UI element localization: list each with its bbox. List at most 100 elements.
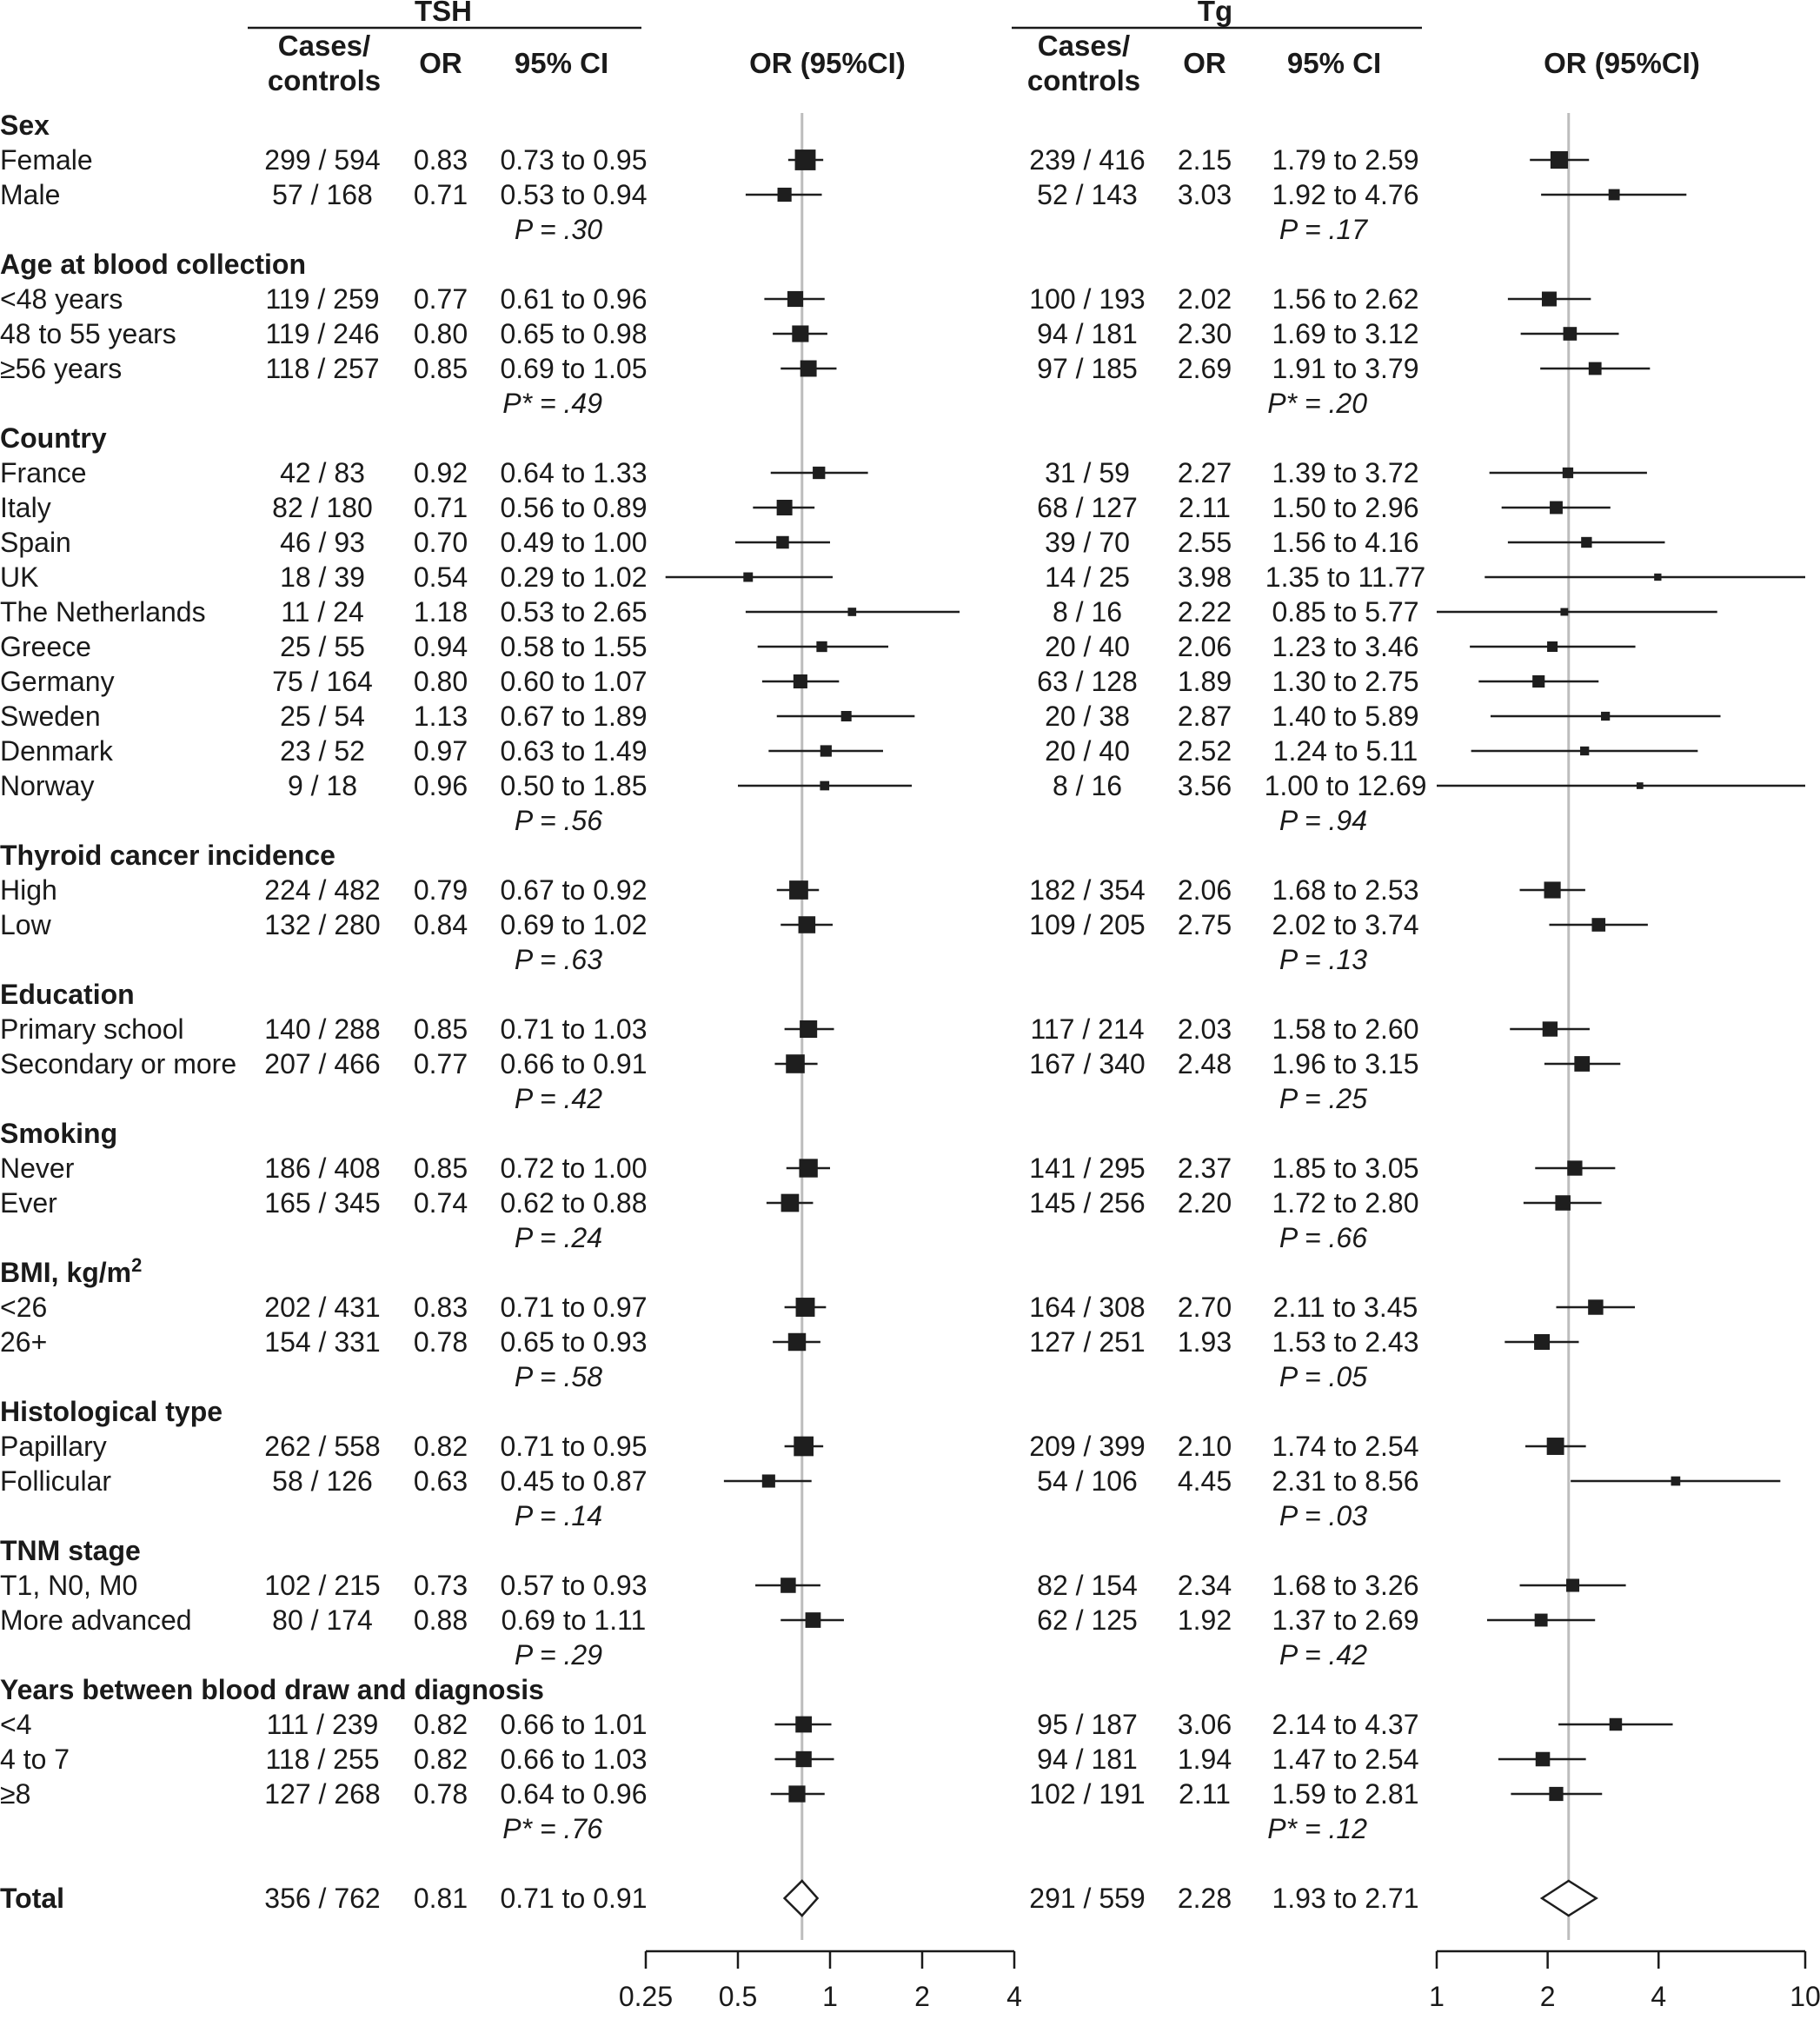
group-2-row-3-tg-cases: 14 / 25 — [1045, 561, 1130, 593]
total-tg-or: 2.28 — [1178, 1883, 1232, 1914]
group-9-row-2-tsh-or-box — [788, 1785, 806, 1803]
group-2-row-1-tsh-or-box — [776, 500, 793, 515]
group-6-row-1-tsh-cases: 154 / 331 — [264, 1326, 380, 1358]
group-9-row-1-tg-ci: 1.47 to 2.54 — [1272, 1744, 1418, 1775]
tg-col-cases-line1: Cases/ — [1038, 30, 1130, 62]
group-2-row-5-tsh-or: 0.94 — [414, 631, 468, 662]
group-6-row-0-tg-or: 2.70 — [1178, 1292, 1232, 1323]
group-8-row-0-tg-ci: 1.68 to 3.26 — [1272, 1570, 1418, 1601]
group-5-row-1-tsh-or: 0.74 — [414, 1187, 468, 1219]
group-9-row-2-tsh-ci: 0.64 to 0.96 — [500, 1778, 647, 1810]
group-2-row-1-tg-or-box — [1550, 501, 1563, 515]
group-3-row-1-label: Low — [0, 909, 52, 940]
group-2-row-1-tsh-or: 0.71 — [414, 492, 468, 523]
group-2-row-5-tsh-ci: 0.58 to 1.55 — [500, 631, 647, 662]
group-2-row-1-tg-or: 2.11 — [1179, 492, 1231, 523]
group-4-row-1-tsh-ci: 0.66 to 0.91 — [500, 1048, 647, 1079]
x-axes: 0.25 0.5 1 2 4 1 2 4 10 — [619, 1950, 1820, 2012]
group-4-row-1-label: Secondary or more — [0, 1048, 236, 1079]
group-3-title: Thyroid cancer incidence — [0, 840, 335, 871]
group-2-row-3-tsh-or-box — [743, 572, 754, 582]
group-9-row-2-tg-or-box — [1549, 1786, 1564, 1802]
group-9-row-0-tsh-ci: 0.66 to 1.01 — [500, 1709, 647, 1740]
group-0-row-1-tg-cases: 52 / 143 — [1037, 179, 1138, 210]
group-2-row-0-tg-ci: 1.39 to 3.72 — [1272, 457, 1418, 488]
group-1-row-0-tg-or: 2.02 — [1178, 283, 1232, 315]
group-1-row-2-tg-cases: 97 / 185 — [1037, 353, 1138, 384]
group-0-row-0-tsh-or-box — [794, 149, 816, 170]
group-8-row-0-tsh-ci: 0.57 to 0.93 — [500, 1570, 647, 1601]
group-8-row-0-tsh-or: 0.73 — [414, 1570, 468, 1601]
group-6-row-1-tsh-or: 0.78 — [414, 1326, 468, 1358]
group-1-row-0-tg-or-box — [1541, 291, 1557, 307]
group-1-row-0-tsh-ci: 0.61 to 0.96 — [500, 283, 647, 315]
group-3-row-0-tsh-or-box — [789, 880, 808, 900]
group-9-row-0-tsh-cases: 111 / 239 — [267, 1709, 379, 1740]
tg-col-cases-line2: controls — [1027, 64, 1140, 96]
group-2-row-8-tg-cases: 20 / 40 — [1045, 735, 1130, 767]
group-0-row-1-tsh-or-box — [777, 187, 792, 203]
group-3-row-0-tg-or: 2.06 — [1178, 874, 1232, 906]
group-8-row-1-tg-cases: 62 / 125 — [1037, 1604, 1138, 1636]
group-2-row-2-tsh-cases: 46 / 93 — [280, 527, 365, 558]
group-4-row-0-tg-cases: 117 / 214 — [1030, 1013, 1144, 1045]
group-3-row-0-tg-cases: 182 / 354 — [1029, 874, 1145, 906]
group-2-row-6-tg-or-box — [1532, 674, 1545, 688]
group-1-row-1-tsh-or: 0.80 — [414, 318, 468, 349]
group-6-row-0-tg-or-box — [1588, 1299, 1604, 1315]
group-7-row-1-tg-or-box — [1671, 1476, 1681, 1486]
group-0-row-1-tsh-ci: 0.53 to 0.94 — [500, 179, 647, 210]
group-1-row-2-tsh-ci: 0.69 to 1.05 — [500, 353, 647, 384]
group-1-row-1-tsh-ci: 0.65 to 0.98 — [500, 318, 647, 349]
group-7-row-0-tg-cases: 209 / 399 — [1029, 1431, 1145, 1462]
group-2-row-1-label: Italy — [0, 492, 51, 523]
group-2-row-6-tg-ci: 1.30 to 2.75 — [1272, 666, 1418, 697]
group-9-row-0-tg-or-box — [1609, 1717, 1623, 1731]
group-0-row-1-tg-or-box — [1608, 189, 1620, 201]
group-2-row-7-tg-cases: 20 / 38 — [1045, 701, 1130, 732]
tg-tick-label-1: 2 — [1540, 1981, 1556, 2012]
group-1-row-0-tsh-or: 0.77 — [414, 283, 468, 315]
group-0-row-0-tg-cases: 239 / 416 — [1029, 144, 1145, 176]
group-6-title-sup: 2 — [131, 1254, 142, 1276]
group-1-row-2-tsh-cases: 118 / 257 — [265, 353, 379, 384]
group-3-row-0-label: High — [0, 874, 57, 906]
group-1-row-2-tsh-or: 0.85 — [414, 353, 468, 384]
group-3-p-tg: P = .13 — [1279, 944, 1367, 975]
group-8-row-0-label: T1, N0, M0 — [0, 1570, 137, 1601]
group-3-row-1-tsh-ci: 0.69 to 1.02 — [500, 909, 647, 940]
group-9-row-2-tsh-cases: 127 / 268 — [264, 1778, 380, 1810]
group-2-row-3-tsh-or: 0.54 — [414, 561, 468, 593]
group-8-row-0-tg-cases: 82 / 154 — [1037, 1570, 1138, 1601]
group-6-row-0-label: <26 — [0, 1292, 47, 1323]
group-1-p-tsh: P* = .49 — [502, 388, 602, 419]
group-2-title: Country — [0, 422, 107, 454]
tsh-col-plot: OR (95%CI) — [749, 47, 906, 79]
group-4-row-1-tsh-or-box — [786, 1054, 805, 1073]
group-2-row-4-tsh-or-box — [847, 608, 857, 616]
group-9-row-1-tsh-cases: 118 / 255 — [265, 1744, 379, 1775]
group-9-row-2-label: ≥8 — [0, 1778, 30, 1810]
group-8-row-1-tsh-or: 0.88 — [414, 1604, 468, 1636]
group-2-p-tsh: P = .56 — [515, 805, 602, 836]
tsh-col-cases-line2: controls — [268, 64, 381, 96]
group-7-row-1-tsh-or: 0.63 — [414, 1465, 468, 1497]
group-5-row-1-tg-cases: 145 / 256 — [1029, 1187, 1145, 1219]
group-7-row-0-tg-or: 2.10 — [1178, 1431, 1232, 1462]
group-8-row-1-tg-or-box — [1534, 1613, 1548, 1627]
group-2-row-6-tg-or: 1.89 — [1178, 666, 1232, 697]
group-9-row-0-tg-ci: 2.14 to 4.37 — [1272, 1709, 1418, 1740]
group-2-row-3-tsh-ci: 0.29 to 1.02 — [500, 561, 647, 593]
group-4-row-0-tg-or: 2.03 — [1178, 1013, 1232, 1045]
group-3-row-1-tsh-cases: 132 / 280 — [264, 909, 380, 940]
group-2-row-4-tg-or: 2.22 — [1178, 596, 1232, 628]
group-0-row-0-tg-or: 2.15 — [1178, 144, 1232, 176]
group-2-row-2-tg-cases: 39 / 70 — [1045, 527, 1130, 558]
group-8-row-1-tg-or: 1.92 — [1178, 1604, 1232, 1636]
group-2-row-3-tg-or-box — [1654, 573, 1662, 581]
group-4-p-tsh: P = .42 — [515, 1083, 602, 1114]
group-4-row-0-tsh-cases: 140 / 288 — [264, 1013, 380, 1045]
group-8-row-0-tg-or-box — [1566, 1578, 1580, 1592]
group-6-row-0-tsh-or-box — [795, 1298, 815, 1317]
group-1-row-0-tsh-cases: 119 / 259 — [265, 283, 379, 315]
